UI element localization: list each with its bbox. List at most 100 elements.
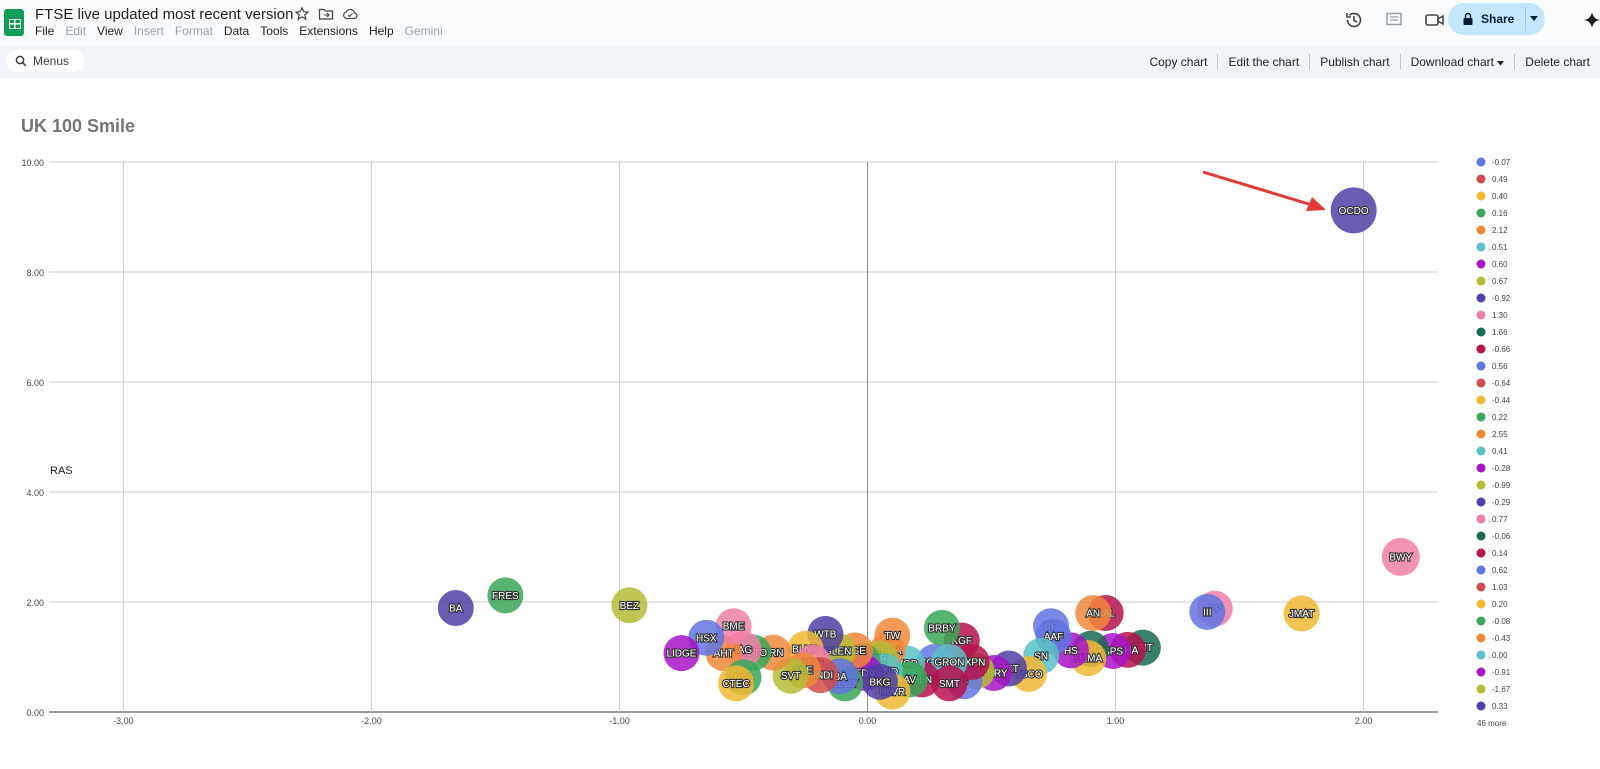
legend-item: 0.22	[1492, 413, 1508, 422]
copy-chart-button[interactable]: Copy chart	[1149, 55, 1208, 69]
publish-chart-button[interactable]: Publish chart	[1309, 54, 1399, 70]
bubble	[1283, 595, 1320, 632]
legend-swatch	[1476, 191, 1486, 201]
legend-item: -0.06	[1492, 532, 1511, 541]
legend-item: -0.92	[1492, 294, 1511, 303]
legend-item: 2.55	[1492, 430, 1508, 439]
bubble-label: SVT	[781, 671, 800, 682]
menu-help[interactable]: Help	[368, 24, 394, 38]
bubble	[931, 665, 968, 702]
lock-icon	[1463, 12, 1473, 25]
legend-swatch	[1476, 582, 1486, 592]
legend-swatch	[1476, 344, 1486, 354]
menu-tools[interactable]: Tools	[260, 24, 289, 38]
bubble	[487, 577, 524, 614]
bubble-label: BME	[723, 622, 745, 633]
legend-item: 0.20	[1492, 600, 1508, 609]
download-dropdown-icon	[1497, 61, 1505, 66]
legend-item: -1.67	[1492, 685, 1511, 694]
legend-item: 0.41	[1492, 447, 1508, 456]
bubble-label: TW	[885, 631, 901, 642]
comments-icon[interactable]	[1383, 9, 1405, 31]
legend-swatch	[1476, 514, 1486, 524]
legend-swatch	[1476, 548, 1486, 558]
bubble	[437, 590, 474, 627]
legend-swatch	[1476, 378, 1486, 388]
bubble	[1330, 187, 1377, 234]
legend-item: 0.56	[1492, 362, 1508, 371]
legend-swatch	[1476, 225, 1486, 235]
cloud-status-icon[interactable]	[342, 6, 358, 22]
legend-swatch	[1476, 276, 1486, 286]
star-icon[interactable]	[294, 6, 310, 22]
legend-item: -0.28	[1492, 464, 1511, 473]
bubble-label: BRBY	[928, 623, 956, 634]
bubble-chart[interactable]: UK 100 Smile RAS 0.00 2.00 4.00 6.00 8.00 10.…	[0, 78, 1600, 769]
delete-chart-button[interactable]: Delete chart	[1514, 54, 1600, 70]
bubble-label: BKG	[869, 677, 890, 688]
y-tick-label: 0.00	[26, 708, 44, 718]
legend-item: -0.66	[1492, 345, 1511, 354]
search-icon	[15, 55, 27, 67]
bubble-label: BWY	[1389, 552, 1412, 563]
legend-item: 0.77	[1492, 515, 1508, 524]
legend-item: -0.44	[1492, 396, 1511, 405]
bubble-label: HSX	[696, 633, 717, 644]
x-tick-label: -1.00	[609, 716, 630, 726]
share-button[interactable]: Share	[1448, 3, 1545, 35]
legend-swatch	[1476, 701, 1486, 711]
bubble	[923, 609, 960, 646]
legend-item: 0.16	[1492, 209, 1508, 218]
edit-chart-button[interactable]: Edit the chart	[1217, 54, 1309, 70]
menu-edit[interactable]: Edit	[65, 24, 87, 38]
chart-actions: Copy chart Edit the chart Publish chart …	[1139, 46, 1600, 78]
bubble-label: III	[1203, 607, 1211, 618]
legend-swatch	[1476, 395, 1486, 405]
legend-item: 0.60	[1492, 260, 1508, 269]
legend-item: -0.64	[1492, 379, 1511, 388]
menu-file[interactable]: File	[35, 24, 55, 38]
legend-item: 0.67	[1492, 277, 1508, 286]
menu-format[interactable]: Format	[174, 24, 213, 38]
y-tick-label: 10.00	[21, 158, 44, 168]
menu-view[interactable]: View	[97, 24, 123, 38]
legend-item: 0.62	[1492, 566, 1508, 575]
menu-extensions[interactable]: Extensions	[299, 24, 358, 38]
download-chart-button[interactable]: Download chart	[1399, 54, 1515, 70]
document-title[interactable]: FTSE live updated most recent version	[35, 6, 294, 23]
annotation-arrow	[1202, 170, 1326, 211]
legend-swatch	[1476, 684, 1486, 694]
menu-data[interactable]: Data	[223, 24, 250, 38]
move-to-folder-icon[interactable]	[318, 6, 334, 22]
legend-item: 2.12	[1492, 226, 1508, 235]
share-dropdown-icon[interactable]	[1530, 16, 1538, 22]
legend-swatch	[1476, 208, 1486, 218]
legend-swatch	[1476, 361, 1486, 371]
legend-swatch	[1476, 480, 1486, 490]
menus-search-label: Menus	[33, 54, 70, 68]
title-icons	[294, 6, 358, 22]
legend-swatch	[1476, 667, 1486, 677]
version-history-icon[interactable]	[1343, 9, 1365, 31]
menu-gemini[interactable]: Gemini	[404, 24, 443, 38]
chart-title: UK 100 Smile	[21, 116, 135, 136]
bubble-label: JMAT	[1289, 609, 1314, 620]
legend-swatch	[1476, 259, 1486, 269]
menus-search-box[interactable]: Menus	[6, 50, 84, 72]
gemini-icon[interactable]	[1582, 9, 1600, 31]
bubble	[715, 608, 752, 645]
y-axis-label: RAS	[50, 465, 73, 477]
legend-swatch	[1476, 174, 1486, 184]
bubbles: OCDOBWYJMATPPIIIAALANENTSHASPSCPGHLMAHSB…	[437, 187, 1420, 710]
legend-item: 0.14	[1492, 549, 1508, 558]
legend-item: -0.91	[1492, 668, 1511, 677]
legend-item: 0.00	[1492, 651, 1508, 660]
bubble	[1075, 595, 1112, 631]
sheets-logo-icon[interactable]	[4, 9, 24, 36]
legend-swatch	[1476, 310, 1486, 320]
bubble-label: FRES	[492, 591, 519, 602]
legend-swatch	[1476, 157, 1486, 167]
bubble	[663, 635, 700, 672]
menu-insert[interactable]: Insert	[133, 24, 164, 38]
legend-swatch	[1476, 242, 1486, 252]
